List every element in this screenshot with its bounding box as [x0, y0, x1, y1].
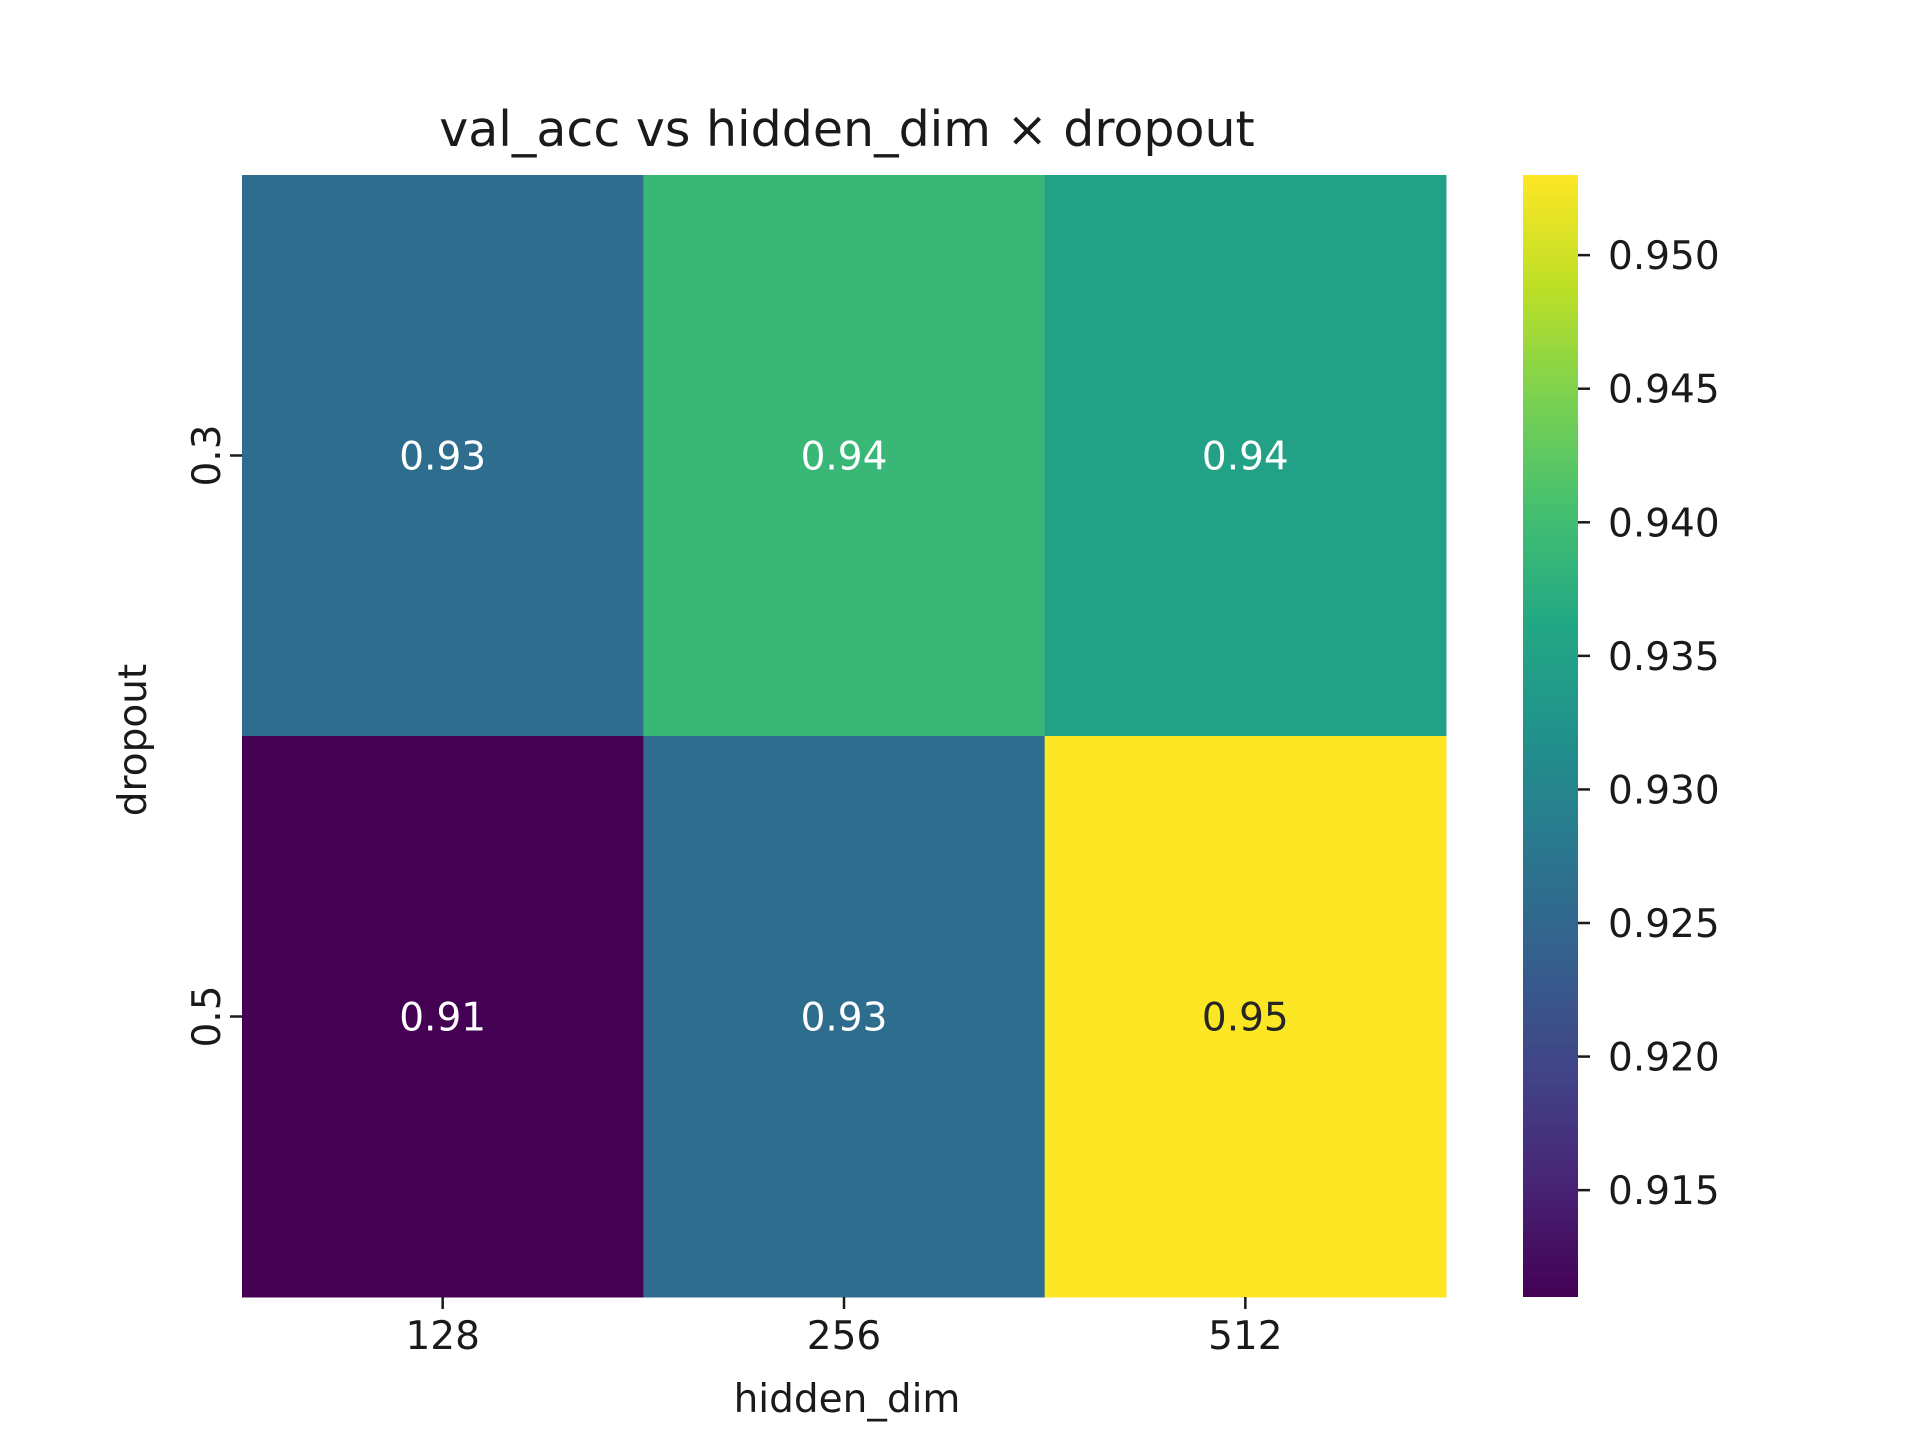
heatmap-cell-r0-c2 [1044, 175, 1447, 737]
x-axis-label: hidden_dim [734, 1377, 961, 1422]
x-tick-label-2: 512 [1208, 1314, 1282, 1359]
y-tick-label-1: 0.5 [185, 985, 230, 1047]
cell-label-r1-c2: 0.95 [1202, 996, 1289, 1041]
colorbar-tick-label-3: 0.930 [1608, 768, 1720, 813]
cell-label-r0-c2: 0.94 [1202, 435, 1289, 480]
heatmap-cell-r0-c1 [643, 175, 1046, 737]
x-axis: 128 256 512 [405, 1297, 1283, 1359]
heatmap-cell-r1-c0 [242, 736, 644, 1298]
y-axis: 0.3 0.5 [185, 424, 242, 1048]
heatmap-cells [242, 175, 1447, 1298]
heatmap-cell-r1-c2 [1044, 736, 1447, 1298]
heatmap-cell-r1-c1 [643, 736, 1046, 1298]
y-tick-label-0: 0.3 [185, 424, 230, 486]
cell-label-r0-c1: 0.94 [801, 435, 888, 480]
colorbar-tick-label-1: 0.920 [1608, 1036, 1720, 1081]
heatmap-cell-r0-c0 [242, 175, 644, 737]
colorbar-gradient [1523, 175, 1578, 1297]
colorbar-tick-label-7: 0.950 [1608, 234, 1720, 279]
cell-label-r1-c1: 0.93 [801, 996, 888, 1041]
colorbar-tick-label-2: 0.925 [1608, 902, 1720, 947]
chart-title: val_acc vs hidden_dim × dropout [439, 101, 1254, 158]
colorbar-tick-label-5: 0.940 [1608, 501, 1720, 546]
colorbar: 0.915 0.920 0.925 0.930 0.935 0.940 0.945 0.950 [1523, 175, 1720, 1297]
colorbar-tick-label-4: 0.935 [1608, 635, 1720, 680]
x-tick-label-0: 128 [405, 1314, 479, 1359]
cell-label-r1-c0: 0.91 [399, 996, 486, 1041]
x-tick-label-1: 256 [807, 1314, 881, 1359]
heatmap-cell-labels: 0.93 0.94 0.94 0.91 0.93 0.95 [399, 435, 1289, 1041]
colorbar-tick-label-0: 0.915 [1608, 1169, 1720, 1214]
colorbar-tick-label-6: 0.945 [1608, 368, 1720, 413]
y-axis-label: dropout [111, 664, 156, 816]
cell-label-r0-c0: 0.93 [399, 435, 486, 480]
